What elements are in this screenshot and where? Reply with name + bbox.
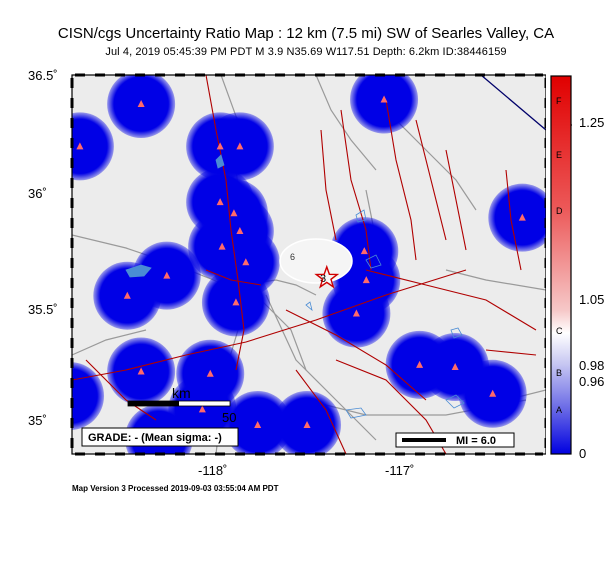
colorbar-tick-1-05: 1.05 <box>579 292 605 307</box>
station-triangle-icon <box>242 258 250 266</box>
station-triangle-icon <box>76 142 84 150</box>
station-triangle-icon <box>218 242 226 250</box>
lat-label-36: 36˚ <box>28 186 47 201</box>
uncertainty-map: 3 6 km 50 GRADE: - (Mean sigma: -) MI = … <box>70 73 546 456</box>
state-boundary <box>480 75 546 131</box>
station-triangle-icon <box>451 363 459 371</box>
lon-label-117: -117˚ <box>385 463 415 478</box>
station-triangle-icon <box>352 309 360 317</box>
colorbar-tick-1-25: 1.25 <box>579 115 605 130</box>
colorbar-letter-b: B <box>556 368 563 378</box>
mi-legend: MI = 6.0 <box>395 432 515 448</box>
seismic-stations <box>72 95 526 442</box>
scale-bar: km 50 <box>127 385 236 425</box>
station-triangle-icon <box>236 227 244 235</box>
frame-ticks <box>70 73 546 456</box>
station-triangle-icon <box>254 421 262 429</box>
uncertainty-blob <box>488 183 546 252</box>
grade-box: GRADE: - (Mean sigma: -) <box>81 427 239 447</box>
colorbar-tick-0-96: 0.96 <box>579 374 605 389</box>
station-triangle-icon <box>362 276 370 284</box>
uncertainty-blob <box>350 75 419 134</box>
station-triangle-icon <box>232 298 240 306</box>
station-triangle-icon <box>518 213 526 221</box>
faults <box>72 75 537 454</box>
station-triangle-icon <box>163 271 171 279</box>
station-triangle-icon <box>303 421 311 429</box>
station-triangle-icon <box>236 142 244 150</box>
lat-label-35-5: 35.5˚ <box>28 302 58 317</box>
station-triangle-icon <box>137 99 145 107</box>
station-triangle-icon <box>123 291 131 299</box>
colorbar-letter-d: D <box>556 206 563 216</box>
contour-label-small: 6 <box>290 252 295 262</box>
lat-label-35: 35˚ <box>28 413 47 428</box>
station-triangle-icon <box>198 405 206 413</box>
scale-value: 50 <box>222 410 236 425</box>
station-triangle-icon <box>216 198 224 206</box>
uncertainty-colorbar <box>550 75 572 455</box>
colorbar-tick-0: 0 <box>579 446 587 461</box>
station-triangle-icon <box>230 209 238 217</box>
lon-label-118: -118˚ <box>198 463 228 478</box>
station-triangle-icon <box>360 247 368 255</box>
station-triangle-icon <box>489 389 497 397</box>
colorbar-letter-a: A <box>556 405 563 415</box>
footer-text: Map Version 3 Processed 2019-09-03 03:55… <box>72 484 279 493</box>
station-triangle-icon <box>416 360 424 368</box>
scale-unit: km <box>172 385 191 401</box>
lat-label-36-5: 36.5˚ <box>28 68 58 83</box>
grade-text: GRADE: - (Mean sigma: -) <box>88 432 222 444</box>
station-triangle-icon <box>206 369 214 377</box>
uncertainty-blob <box>72 112 114 181</box>
uncertainty-contour <box>279 238 353 284</box>
event-details: Jul 4, 2019 05:45:39 PM PDT M 3.9 N35.69… <box>105 46 507 58</box>
colorbar-letter-f: F <box>556 96 562 106</box>
station-triangle-icon <box>216 142 224 150</box>
station-triangle-icon <box>137 367 145 375</box>
colorbar-tick-0-98: 0.98 <box>579 358 605 373</box>
epicenter-star-icon <box>314 264 340 289</box>
lakes <box>125 154 465 419</box>
colorbar-letter-c: C <box>556 326 563 336</box>
map-title: CISN/cgs Uncertainty Ratio Map : 12 km (… <box>57 25 555 42</box>
station-triangle-icon <box>380 95 388 103</box>
mi-legend-text: MI = 6.0 <box>456 435 496 447</box>
colorbar-letter-e: E <box>556 150 563 160</box>
